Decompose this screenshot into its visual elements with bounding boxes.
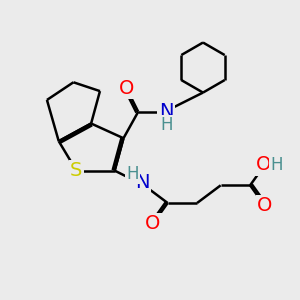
Text: H: H (160, 116, 172, 134)
Text: O: O (119, 79, 134, 98)
Text: H: H (270, 156, 283, 174)
Text: O: O (257, 196, 272, 215)
Text: O: O (145, 214, 160, 233)
Text: O: O (256, 155, 271, 174)
Text: N: N (135, 173, 150, 192)
Text: N: N (159, 102, 173, 121)
Text: H: H (126, 165, 139, 183)
Text: S: S (70, 161, 82, 180)
